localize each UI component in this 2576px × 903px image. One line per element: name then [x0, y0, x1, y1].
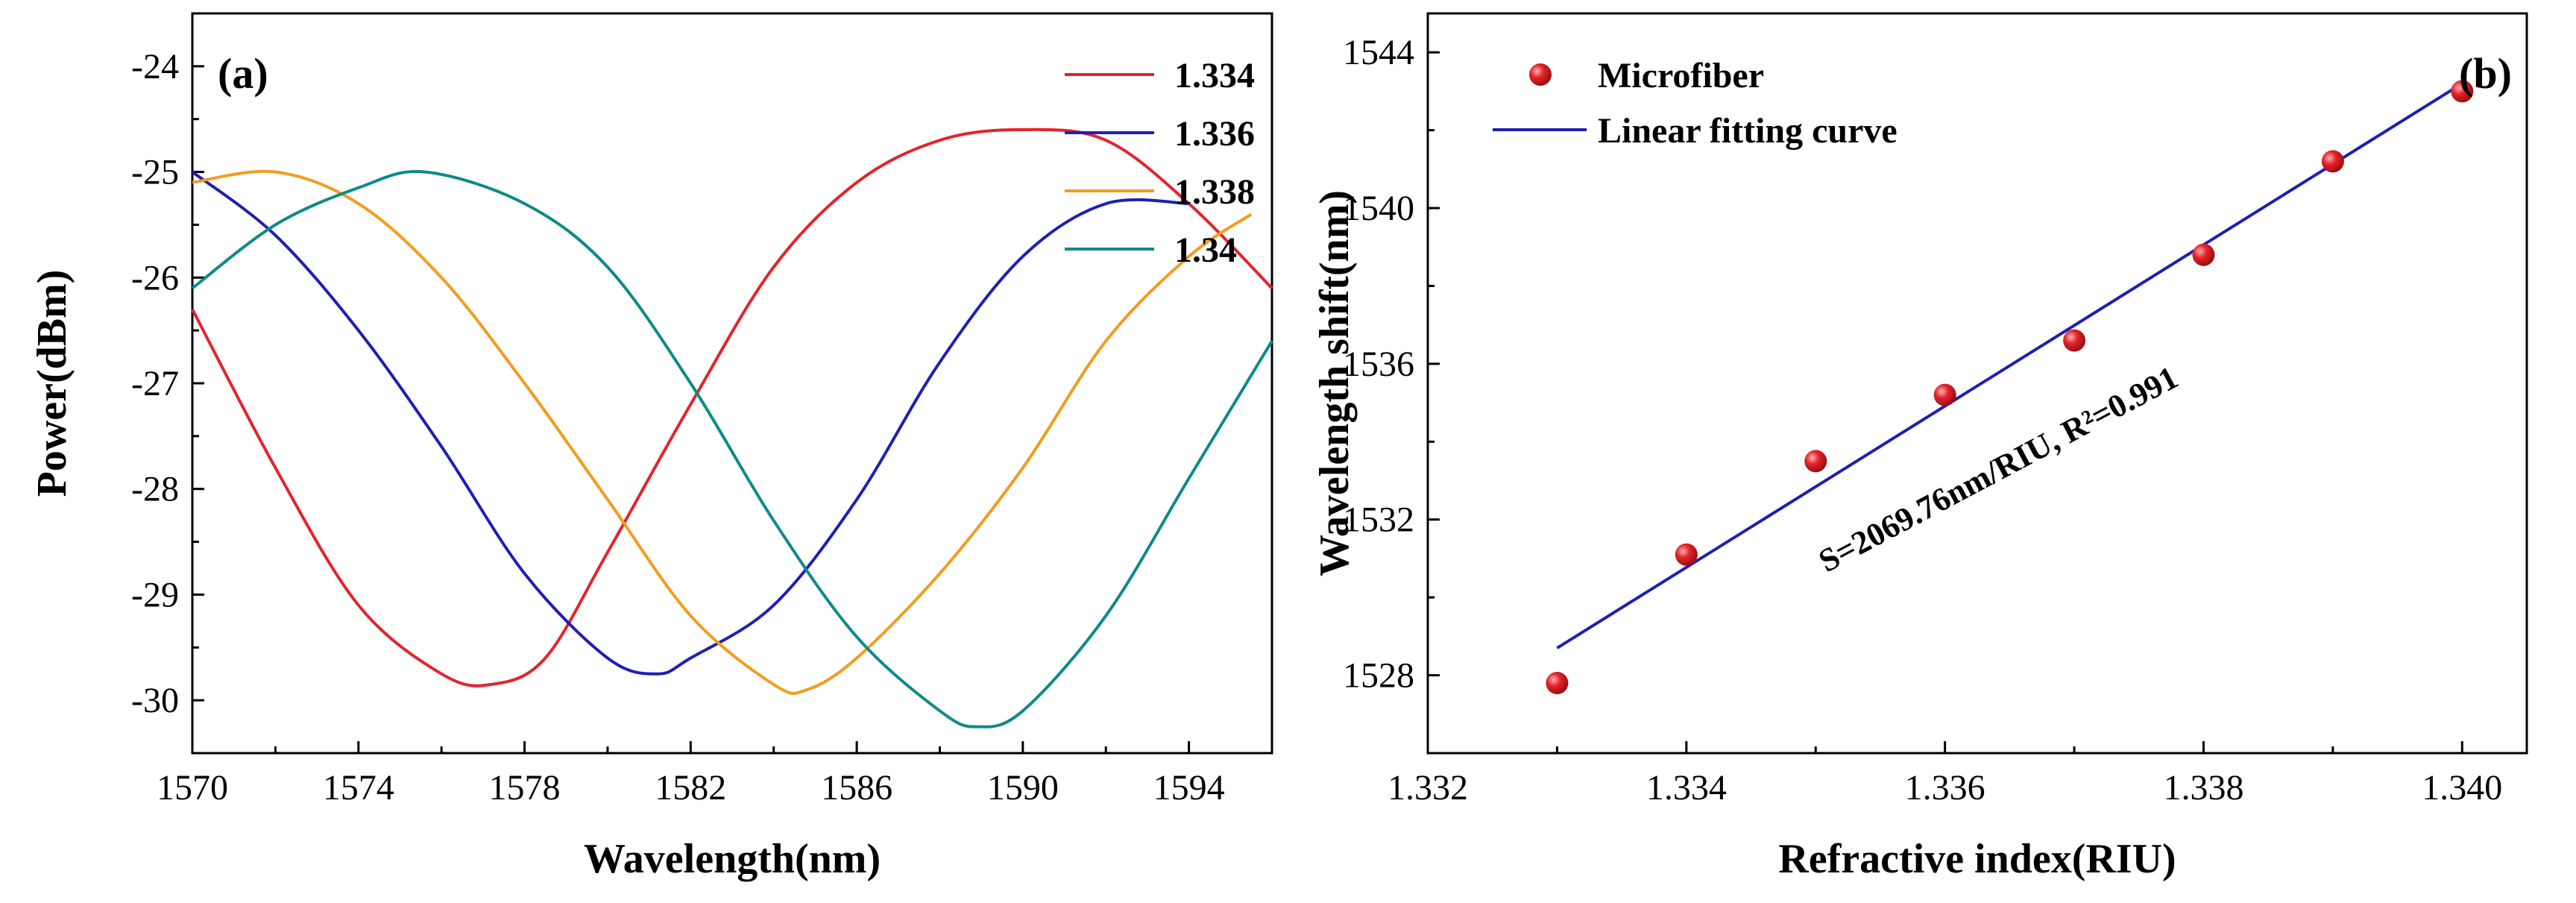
- legend-label: 1.34: [1174, 230, 1237, 270]
- series-line-1.336: [191, 171, 1189, 676]
- series-line-1.334: [191, 128, 1273, 688]
- y-tick-label: 1544: [1343, 33, 1414, 72]
- data-point: [1933, 383, 1956, 406]
- data-point: [1675, 543, 1698, 566]
- y-tick-label: -27: [131, 364, 179, 403]
- panel-a-legend: 1.334 1.336 1.338 1.34: [1065, 56, 1255, 270]
- panel-b-ticks: [1426, 51, 2463, 753]
- x-tick-label: 1582: [655, 768, 726, 808]
- panel-b-tick-labels: 1.332 1.334 1.336 1.338 1.340 1528 1532 1536 154…: [1343, 33, 2502, 808]
- data-point: [1546, 672, 1569, 695]
- x-tick-label: 1.340: [2422, 768, 2502, 808]
- data-point: [1804, 450, 1827, 473]
- data-point: [2063, 329, 2086, 352]
- y-tick-label: -25: [131, 153, 179, 192]
- x-tick-label: 1578: [489, 768, 561, 808]
- legend-swatch: [1529, 63, 1552, 86]
- legend-label: Linear fitting curve: [1598, 111, 1898, 151]
- panel-a-label: (a): [218, 49, 268, 98]
- panel-b-y-axis-title: Wavelength shift(nm): [1311, 190, 1358, 576]
- y-tick-label: -28: [131, 470, 179, 509]
- data-point: [2451, 80, 2474, 103]
- panel-a-chart: 1570 1574 1578 1582 1586 1590 1594 -30 -29 -28 -27…: [29, 12, 1273, 882]
- panel-a-frame: [191, 12, 1273, 755]
- panel-b-legend: Microfiber Linear fitting curve: [1493, 56, 1898, 151]
- y-tick-label: -26: [131, 258, 179, 298]
- y-tick-label: 1540: [1343, 189, 1414, 228]
- data-point: [2321, 150, 2344, 173]
- panel-b-x-axis-title: Refractive index(RIU): [1778, 836, 2176, 882]
- fit-line: [1556, 82, 2463, 649]
- x-tick-label: 1570: [157, 768, 228, 808]
- panel-b-annotation: S=2069.76nm/RIU, R²=0.991: [1813, 359, 2184, 579]
- x-tick-label: 1586: [821, 768, 892, 808]
- legend-label: 1.334: [1174, 56, 1255, 95]
- x-tick-label: 1.336: [1905, 768, 1985, 808]
- x-tick-label: 1574: [323, 768, 394, 808]
- legend-label: 1.338: [1174, 172, 1255, 212]
- series-line-1.338: [192, 169, 1253, 695]
- data-point: [2192, 243, 2215, 266]
- y-tick-label: 1528: [1343, 656, 1414, 696]
- panel-a-y-axis-title: Power(dBm): [29, 270, 75, 497]
- panel-a-series: [191, 128, 1273, 729]
- legend-label: 1.336: [1174, 114, 1255, 154]
- y-tick-label: -29: [131, 575, 179, 614]
- y-tick-label: 1532: [1343, 500, 1414, 540]
- x-tick-label: 1.338: [2163, 768, 2243, 808]
- panel-b-chart: 1.332 1.334 1.336 1.338 1.340 1528 1532 1536 154…: [1311, 12, 2528, 882]
- x-tick-label: 1594: [1153, 768, 1225, 808]
- x-tick-label: 1.334: [1646, 768, 1727, 808]
- x-tick-label: 1590: [987, 768, 1059, 808]
- legend-label: Microfiber: [1598, 56, 1764, 95]
- y-tick-label: -24: [131, 47, 179, 86]
- y-tick-label: -30: [131, 681, 179, 720]
- y-tick-label: 1536: [1343, 344, 1414, 384]
- panel-a-ticks: [191, 12, 1191, 755]
- panel-a-x-axis-title: Wavelength(nm): [584, 836, 881, 882]
- series-line-1.34: [191, 170, 1273, 729]
- panel-a-tick-labels: 1570 1574 1578 1582 1586 1590 1594 -30 -29 -28 -27…: [131, 47, 1225, 808]
- panel-b-frame: [1426, 12, 2528, 755]
- panel-b-label: (b): [2459, 49, 2512, 98]
- panel-b-series: [1546, 80, 2474, 695]
- x-tick-label: 1.332: [1388, 768, 1468, 808]
